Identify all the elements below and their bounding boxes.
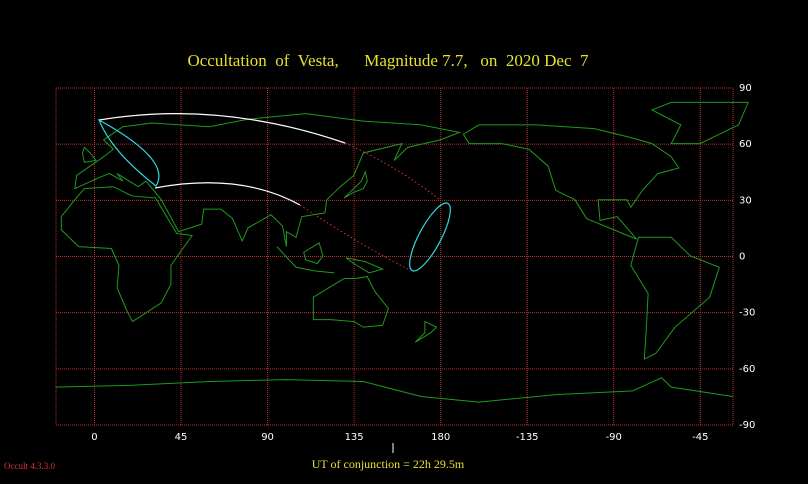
y-tick-label: -30: [739, 308, 755, 319]
eurasia: [75, 114, 460, 247]
path-ellipse: [409, 202, 451, 272]
grid: [55, 87, 734, 426]
y-tick-label: 90: [739, 83, 752, 94]
australia: [313, 277, 388, 328]
x-tick-label: 45: [175, 432, 188, 443]
south-america: [631, 237, 720, 359]
new-zealand: [415, 322, 436, 343]
y-tick-label: -60: [739, 364, 755, 375]
antarctica: [56, 378, 733, 402]
software-label: Occult 4.3.3.0: [4, 461, 55, 471]
x-tick-label: 90: [261, 432, 274, 443]
japan: [344, 172, 367, 198]
y-tick-label: 0: [739, 252, 745, 263]
indonesia: [277, 243, 383, 273]
x-tick-label: 135: [345, 432, 364, 443]
x-tick-label: -90: [606, 432, 622, 443]
africa: [61, 187, 192, 322]
x-tick-label: -135: [516, 432, 539, 443]
britain: [82, 147, 95, 162]
x-tick-label: 180: [431, 432, 450, 443]
path-limit: [98, 113, 346, 144]
occultation-path: [97, 113, 451, 272]
y-tick-label: 30: [739, 195, 752, 206]
north-america: [463, 125, 678, 239]
greenland: [652, 102, 748, 143]
y-tick-label: -90: [739, 420, 755, 431]
x-tick-label: -45: [692, 432, 708, 443]
path-limit: [154, 182, 301, 206]
coastlines: [56, 102, 749, 402]
chart-title: Occultation of Vesta, Magnitude 7.7, on …: [187, 51, 589, 70]
conjunction-label: UT of conjunction = 22h 29.5m: [312, 457, 465, 471]
path-extension: [344, 142, 441, 201]
x-tick-label: 0: [91, 432, 97, 443]
y-tick-label: 60: [739, 139, 752, 150]
path-ellipse: [97, 118, 160, 187]
